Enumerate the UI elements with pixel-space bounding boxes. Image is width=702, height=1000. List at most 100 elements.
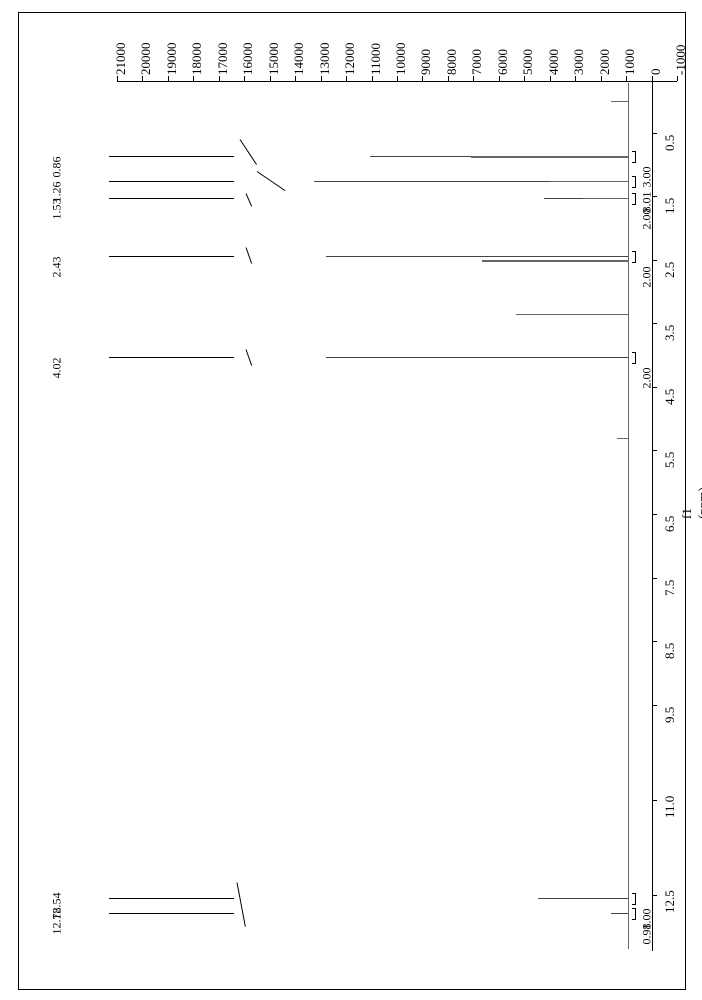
y-tick (473, 76, 474, 81)
x-tick-label: 5.5 (662, 452, 678, 468)
x-tick (652, 133, 657, 134)
y-tick-label: 2000 (597, 49, 613, 75)
x-tick-label: 0.5 (662, 135, 678, 151)
y-tick (219, 76, 220, 81)
y-tick (117, 76, 118, 81)
y-tick-label: 6000 (495, 49, 511, 75)
y-tick (193, 76, 194, 81)
peak-label-connector (114, 198, 234, 199)
peak-label: 0.86 (50, 156, 65, 177)
y-tick-label: 18000 (189, 43, 205, 76)
y-tick (244, 76, 245, 81)
integral-curve (245, 194, 252, 207)
y-tick (295, 76, 296, 81)
x-tick (652, 895, 657, 896)
y-tick-label: 15000 (266, 43, 282, 76)
y-tick-label: 13000 (317, 43, 333, 76)
y-tick-label: 14000 (291, 43, 307, 76)
y-tick-label: 5000 (520, 49, 536, 75)
x-tick-label: 9.5 (662, 706, 678, 722)
integration-bracket (632, 151, 636, 163)
x-tick-label: 6.5 (662, 516, 678, 532)
y-tick-label: 12000 (342, 43, 358, 76)
nmr-peak (326, 256, 628, 257)
y-tick-label: 10000 (393, 43, 409, 76)
nmr-minor-peak (583, 198, 628, 199)
integration-bracket (632, 193, 636, 205)
nmr-minor-peak (550, 181, 628, 182)
y-tick (524, 76, 525, 81)
x-tick-label: 4.5 (662, 389, 678, 405)
y-tick-label: 19000 (164, 43, 180, 76)
y-tick-label: 8000 (444, 49, 460, 75)
integration-bracket (632, 251, 636, 263)
nmr-peak (326, 357, 628, 358)
y-tick (677, 76, 678, 81)
y-tick-label: 21000 (113, 43, 129, 76)
x-tick (652, 578, 657, 579)
y-tick (448, 76, 449, 81)
x-tick (652, 641, 657, 642)
y-tick (499, 76, 500, 81)
x-axis-label: f1 (ppm) (679, 487, 702, 519)
integration-value: 2.00 (640, 266, 655, 306)
y-tick (422, 76, 423, 81)
peak-label-connector (114, 913, 234, 914)
peak-label-connector (114, 181, 234, 182)
x-tick (652, 260, 657, 261)
integration-value: 2.00 (640, 209, 655, 249)
integral-curve (245, 349, 252, 365)
x-tick-label: 8.5 (662, 643, 678, 659)
y-tick-label: 3000 (571, 49, 587, 75)
plot-area: -100001000200030004000500060007000800090… (117, 79, 677, 949)
integration-bracket (632, 908, 636, 920)
x-tick-label: 11.0 (662, 795, 678, 817)
nmr-peak (538, 898, 628, 899)
y-tick-label: -1000 (673, 45, 689, 75)
x-tick (652, 323, 657, 324)
peak-label-connector (114, 898, 234, 899)
nmr-minor-peak (471, 156, 628, 158)
y-tick-label: 0 (648, 69, 664, 76)
peak-label: 1.53 (50, 199, 65, 220)
x-tick (652, 800, 657, 801)
x-tick (652, 514, 657, 515)
x-tick-label: 12.5 (662, 890, 678, 913)
y-tick-label: 7000 (469, 49, 485, 75)
integral-curve (240, 140, 258, 166)
nmr-minor-peak (617, 438, 628, 439)
peak-label: 12.78 (50, 907, 65, 934)
y-tick (626, 76, 627, 81)
y-tick (601, 76, 602, 81)
x-tick-label: 1.5 (662, 198, 678, 214)
y-tick (270, 76, 271, 81)
y-tick-label: 16000 (240, 43, 256, 76)
chart-frame: f1 (ppm) -100001000200030004000500060007… (18, 12, 686, 990)
nmr-minor-peak (611, 101, 628, 102)
x-tick-label: 2.5 (662, 262, 678, 278)
y-tick-label: 20000 (138, 43, 154, 76)
integral-curve (257, 171, 286, 191)
peak-label: 2.43 (50, 256, 65, 277)
integration-value: 0.98 (640, 923, 655, 963)
y-tick (372, 76, 373, 81)
x-tick-label: 3.5 (662, 325, 678, 341)
nmr-peak (611, 913, 628, 914)
y-tick-label: 9000 (418, 49, 434, 75)
y-tick (550, 76, 551, 81)
integration-bracket (632, 176, 636, 188)
x-tick-label: 7.5 (662, 579, 678, 595)
y-tick (142, 76, 143, 81)
integral-curve (245, 248, 252, 264)
integral-curve (237, 883, 246, 928)
integration-value: 2.00 (640, 367, 655, 407)
peak-label: 4.02 (50, 357, 65, 378)
y-tick-label: 4000 (546, 49, 562, 75)
x-tick (652, 705, 657, 706)
integration-bracket (632, 352, 636, 364)
y-tick (575, 76, 576, 81)
y-tick (397, 76, 398, 81)
y-tick-label: 17000 (215, 43, 231, 76)
integration-bracket (632, 893, 636, 905)
peak-label-connector (114, 256, 234, 257)
